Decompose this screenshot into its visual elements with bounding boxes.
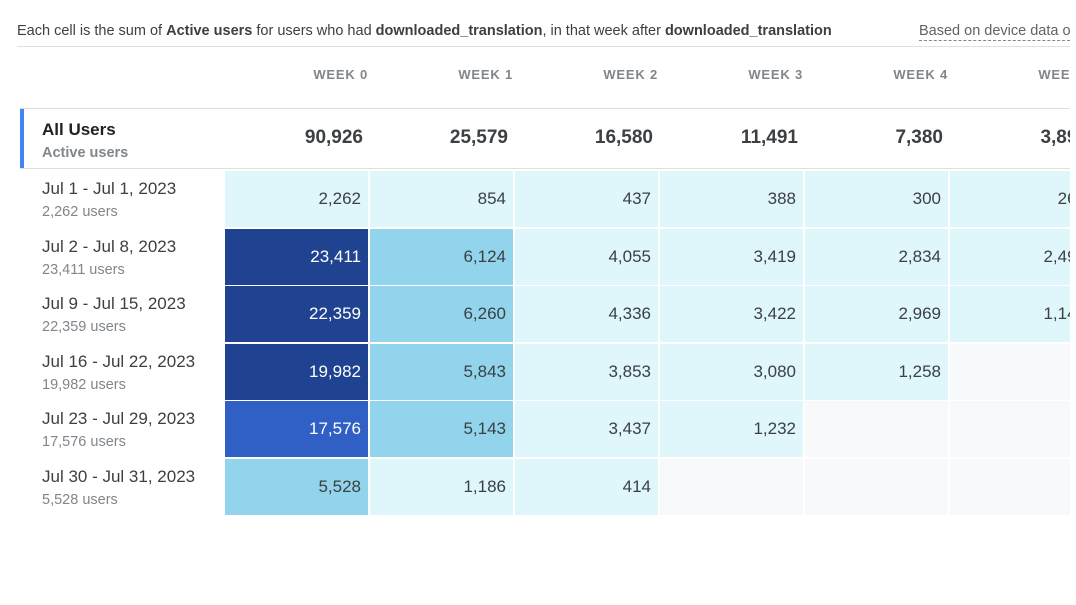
cohort-row-users: 19,982 users: [42, 377, 126, 393]
cohort-row-label: Jul 9 - Jul 15, 2023: [42, 294, 186, 313]
all-users-value-week-4: 7,380: [895, 127, 943, 148]
cohort-row-users: 2,262 users: [42, 204, 118, 220]
cohort-cell[interactable]: 2,969: [805, 286, 948, 342]
cohort-row-label: Jul 16 - Jul 22, 2023: [42, 352, 196, 371]
header-divider: [20, 108, 1070, 109]
cohort-cell[interactable]: 854: [370, 171, 513, 227]
description-prefix: Each cell is the sum of: [17, 23, 167, 39]
cohort-cell[interactable]: [805, 401, 948, 457]
week-header-3: WEEK 3: [748, 67, 803, 82]
cohort-row-label: Jul 2 - Jul 8, 2023: [42, 237, 177, 256]
cohort-row-label: Jul 30 - Jul 31, 2023: [42, 467, 196, 486]
all-users-divider: [20, 168, 1070, 169]
cohort-cell[interactable]: [950, 401, 1070, 457]
all-users-value-week-2: 16,580: [594, 127, 653, 148]
cohort-cell[interactable]: 4,055: [515, 229, 658, 285]
cohort-row-users: 5,528 users: [42, 492, 118, 508]
cohort-cell[interactable]: [950, 459, 1070, 515]
all-users-value-week-0: 90,926: [304, 127, 363, 148]
week-header-0: WEEK 0: [313, 67, 368, 82]
device-data-note[interactable]: Based on device data only: [919, 23, 1070, 41]
week-header-4: WEEK 4: [893, 67, 948, 82]
all-users-indicator: [20, 109, 24, 168]
cohort-cell[interactable]: 437: [515, 171, 658, 227]
cohort-row-users: 22,359 users: [42, 319, 126, 335]
all-users-subtitle: Active users: [42, 145, 129, 161]
cohort-cell[interactable]: 22,359: [225, 286, 368, 342]
description-event-2: downloaded_translation: [664, 23, 832, 39]
cohort-cell[interactable]: 19,982: [225, 344, 368, 400]
cohort-cell[interactable]: 5,528: [225, 459, 368, 515]
cohort-cell[interactable]: 2,262: [225, 171, 368, 227]
cohort-cell[interactable]: 6,124: [370, 229, 513, 285]
cohort-description: Each cell is the sum of Active users for…: [17, 23, 832, 39]
description-metric: Active users: [166, 23, 253, 39]
cohort-cell[interactable]: 3,437: [515, 401, 658, 457]
cohort-cell[interactable]: 388: [660, 171, 803, 227]
all-users-value-week-5: 3,891: [1040, 127, 1070, 148]
cohort-cell[interactable]: 3,419: [660, 229, 803, 285]
cohort-cell[interactable]: [805, 459, 948, 515]
all-users-value-week-3: 11,491: [740, 127, 798, 148]
cohort-row-users: 23,411 users: [42, 262, 125, 278]
cohort-cell[interactable]: 414: [515, 459, 658, 515]
cohort-cell[interactable]: 1,258: [805, 344, 948, 400]
cohort-cell[interactable]: 17,576: [225, 401, 368, 457]
cohort-cell[interactable]: [660, 459, 803, 515]
cohort-row-users: 17,576 users: [42, 434, 126, 450]
cohort-cell[interactable]: 2,491: [950, 229, 1070, 285]
all-users-value-week-1: 25,579: [449, 127, 508, 148]
cohort-row-label: Jul 23 - Jul 29, 2023: [42, 409, 196, 428]
description-middle-2: , in that week after: [542, 23, 665, 39]
cohort-cell[interactable]: 3,422: [660, 286, 803, 342]
description-middle: for users who had: [252, 23, 376, 39]
cohort-cell[interactable]: 3,080: [660, 344, 803, 400]
cohort-cell[interactable]: 1,141: [950, 286, 1070, 342]
cohort-cell[interactable]: 5,143: [370, 401, 513, 457]
cohort-cell[interactable]: 23,411: [225, 229, 368, 285]
cohort-cell[interactable]: 300: [805, 171, 948, 227]
cohort-cell[interactable]: 4,336: [515, 286, 658, 342]
cohort-cell[interactable]: [950, 344, 1070, 400]
cohort-cell[interactable]: 2,834: [805, 229, 948, 285]
top-divider: [17, 46, 1070, 47]
week-header-1: WEEK 1: [458, 67, 513, 82]
cohort-cell[interactable]: 5,843: [370, 344, 513, 400]
cohort-cell[interactable]: 3,853: [515, 344, 658, 400]
cohort-cell[interactable]: 261: [950, 171, 1070, 227]
cohort-cell[interactable]: 1,232: [660, 401, 803, 457]
cohort-cell[interactable]: 6,260: [370, 286, 513, 342]
all-users-title: All Users: [42, 120, 116, 139]
week-header-5: WEEK 5: [1038, 67, 1070, 82]
description-event-1: downloaded_translation: [375, 23, 543, 39]
week-header-2: WEEK 2: [603, 67, 658, 82]
cohort-cell[interactable]: 1,186: [370, 459, 513, 515]
cohort-row-label: Jul 1 - Jul 1, 2023: [42, 179, 177, 198]
